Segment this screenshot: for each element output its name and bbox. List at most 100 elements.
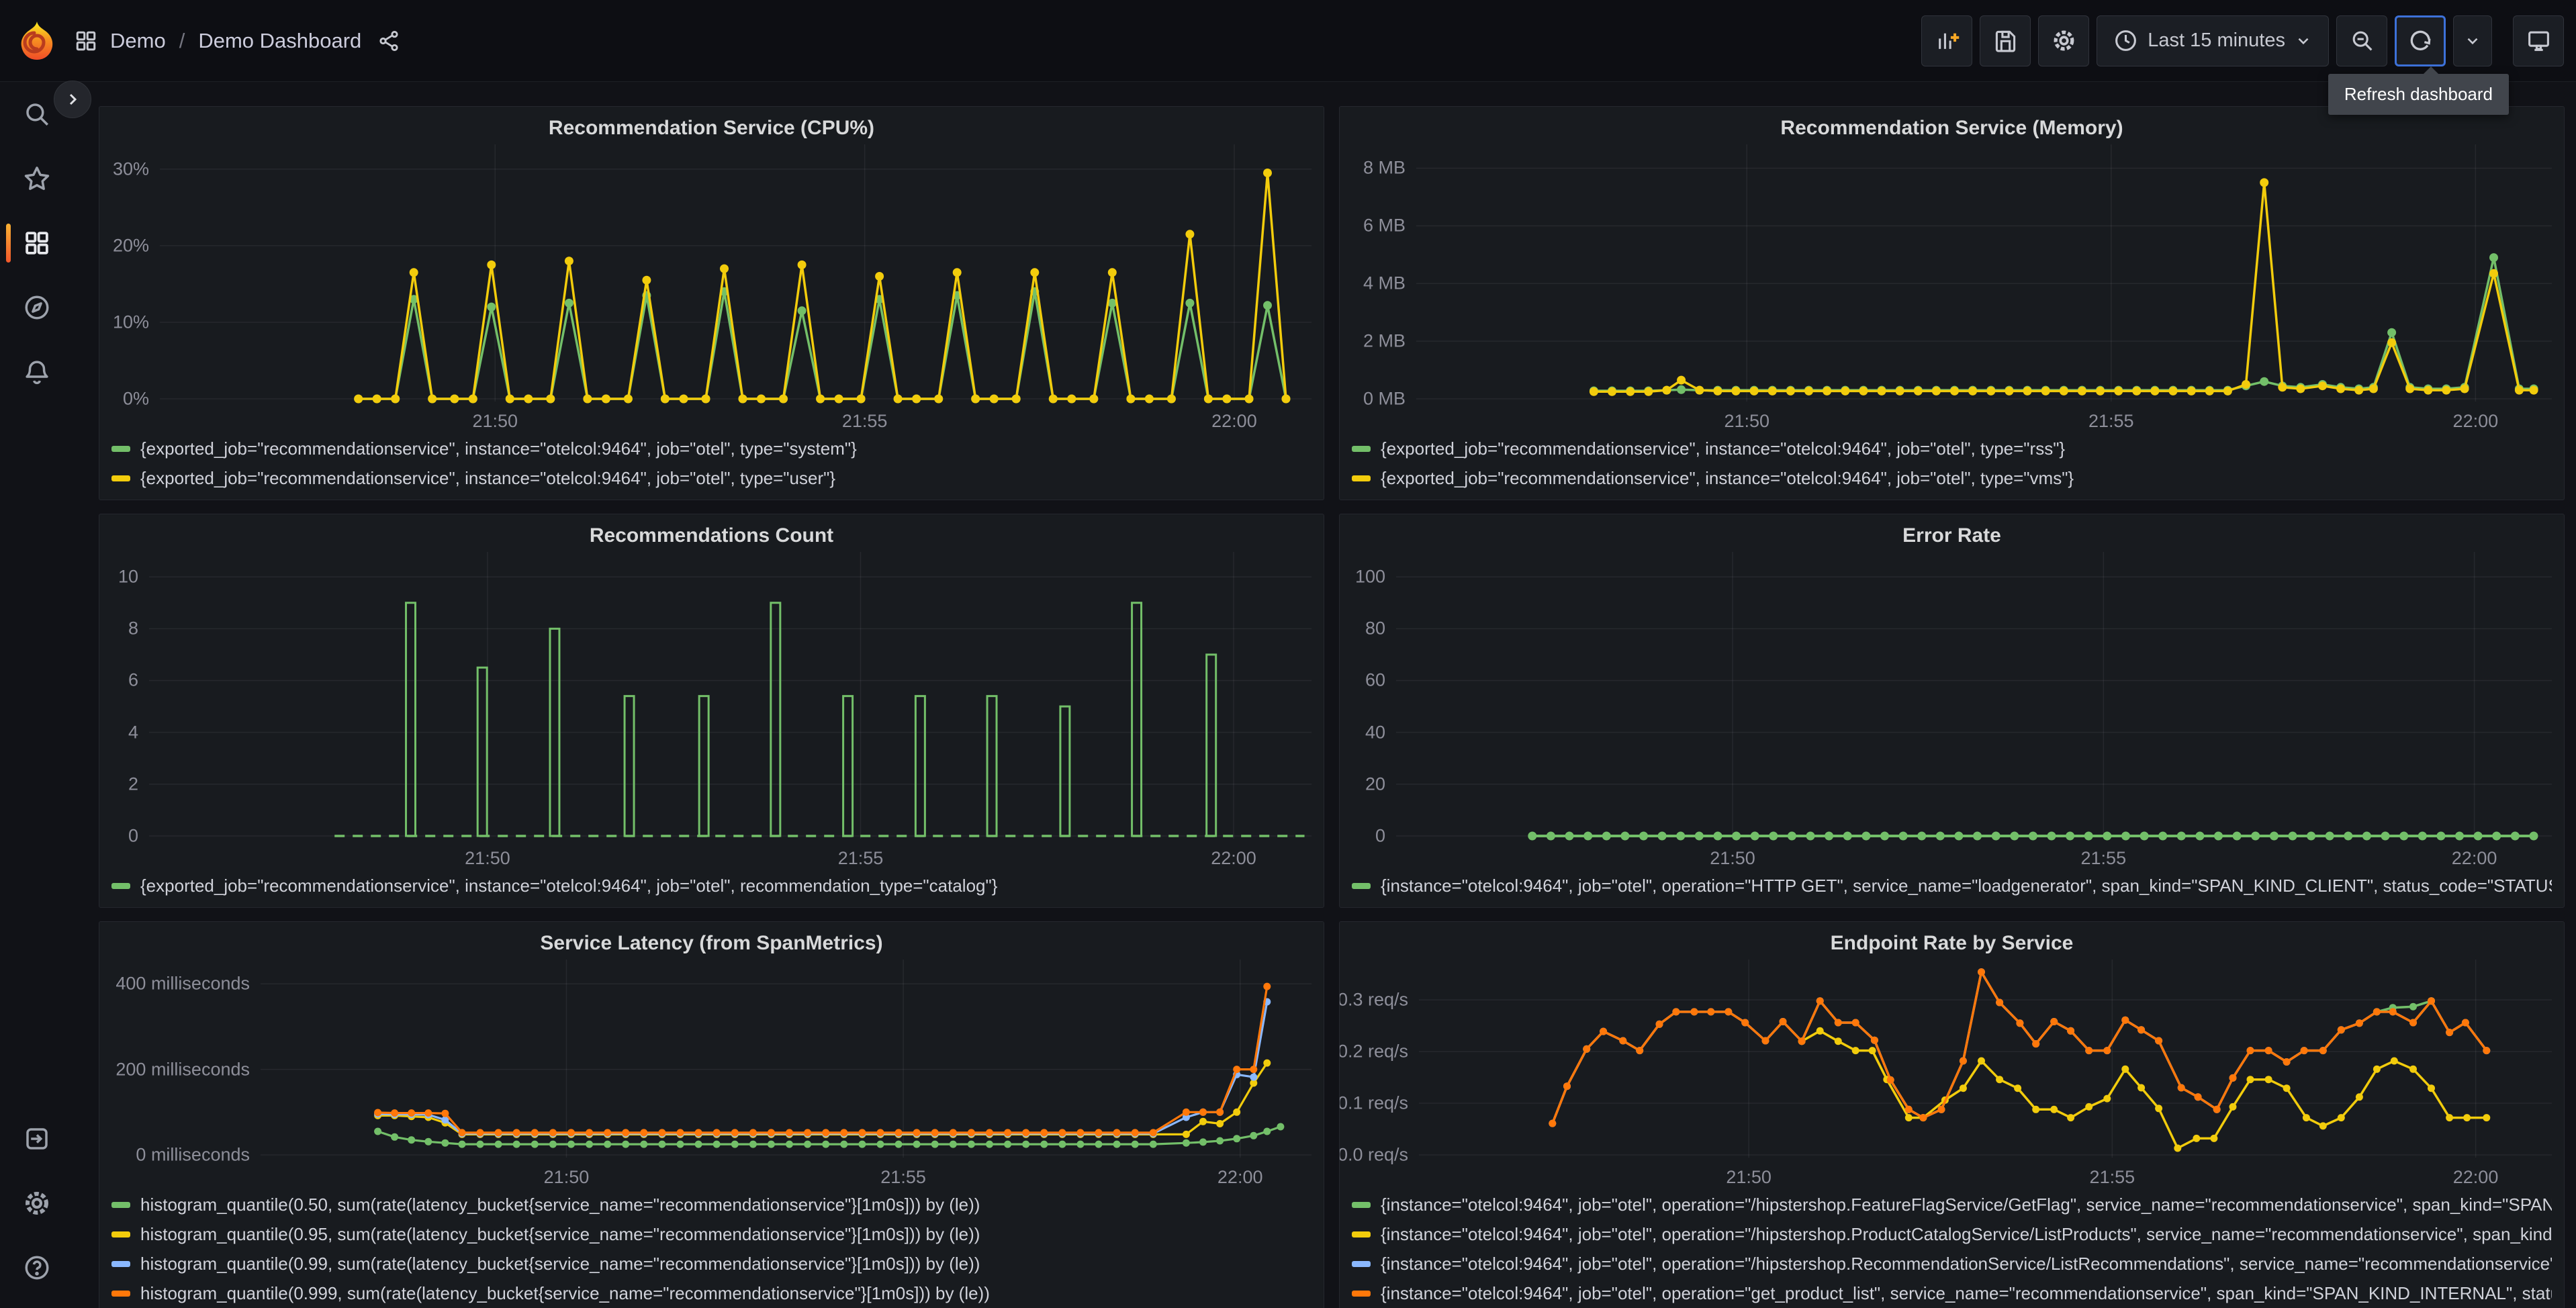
chart-plot[interactable]	[1416, 144, 2552, 406]
share-icon[interactable]	[377, 30, 400, 52]
y-tick-label: 20%	[112, 235, 149, 256]
legend-item[interactable]: {exported_job="recommendationservice", i…	[1352, 434, 2552, 463]
panel-body: 0 2 4 6 8 10 21:50 21:55 22:00	[111, 552, 1312, 868]
dashboard-toolbar: Last 15 minutes	[1921, 15, 2564, 66]
legend-label: {instance="otelcol:9464", job="otel", op…	[1381, 1194, 2552, 1215]
sidebar-item-configuration[interactable]	[0, 1171, 74, 1235]
x-axis: 21:50 21:55 22:00	[261, 1162, 1312, 1187]
legend-item[interactable]: histogram_quantile(0.99, sum(rate(latenc…	[111, 1249, 1312, 1278]
refresh-dashboard-button[interactable]	[2395, 15, 2446, 66]
panel-title: Recommendations Count	[589, 524, 834, 547]
dashboards-grid-icon	[76, 31, 96, 50]
dashboard-settings-button[interactable]	[2038, 15, 2090, 66]
legend-swatch	[1352, 1201, 1371, 1208]
chart-plot[interactable]	[261, 960, 1312, 1162]
cycle-view-mode-button[interactable]	[2513, 15, 2564, 66]
y-tick-label: 20	[1365, 774, 1385, 794]
sidebar-item-help[interactable]	[0, 1235, 74, 1300]
dashboard-panel-grid: Recommendation Service (CPU%) 0% 10% 20% 30…	[74, 82, 2576, 1308]
legend-swatch	[1352, 1260, 1371, 1267]
zoom-out-button[interactable]	[2336, 15, 2387, 66]
y-tick-label: 4 MB	[1363, 273, 1406, 293]
refresh-interval-dropdown[interactable]	[2453, 15, 2492, 66]
legend-item[interactable]: {instance="otelcol:9464", job="otel", op…	[1352, 1190, 2552, 1219]
help-icon	[25, 1256, 49, 1280]
legend-item[interactable]: {exported_job="recommendationservice", i…	[1352, 463, 2552, 493]
gear-icon	[2054, 30, 2074, 51]
panel-header[interactable]: Recommendations Count	[111, 520, 1312, 552]
x-axis: 21:50 21:55 22:00	[149, 843, 1312, 868]
legend-label: histogram_quantile(0.95, sum(rate(latenc…	[140, 1223, 980, 1244]
sidebar-item-sign-in[interactable]	[0, 1107, 74, 1171]
legend-item[interactable]: histogram_quantile(0.95, sum(rate(latenc…	[111, 1219, 1312, 1249]
legend-item[interactable]: {instance="otelcol:9464", job="otel", op…	[1352, 1249, 2552, 1278]
panel-title: Error Rate	[1902, 524, 2001, 547]
chart-plot[interactable]	[1419, 960, 2552, 1162]
panel-header[interactable]: Error Rate	[1352, 520, 2552, 552]
legend-swatch	[111, 1231, 130, 1237]
sidebar-item-alerting[interactable]	[0, 340, 74, 404]
breadcrumb-page-title[interactable]: Demo Dashboard	[198, 28, 362, 52]
legend-item[interactable]: {exported_job="recommendationservice", i…	[111, 871, 1312, 900]
legend-label: histogram_quantile(0.50, sum(rate(latenc…	[140, 1194, 980, 1215]
x-tick-label: 22:00	[2452, 1167, 2499, 1187]
sidebar-item-dashboards[interactable]	[0, 211, 74, 275]
add-panel-button[interactable]	[1921, 15, 1973, 66]
y-tick-label: 0.1 req/s	[1339, 1092, 1408, 1113]
x-axis: 21:50 21:55 22:00	[1416, 406, 2552, 431]
x-tick-label: 21:55	[2089, 1167, 2135, 1187]
refresh-icon	[2410, 30, 2430, 50]
legend: {exported_job="recommendationservice", i…	[1352, 431, 2552, 493]
y-tick-label: 0.3 req/s	[1339, 989, 1408, 1010]
y-tick-label: 40	[1365, 722, 1385, 743]
panel-body: 0% 10% 20% 30% 21:50 21:55 22:00	[111, 144, 1312, 431]
legend-item[interactable]: histogram_quantile(0.50, sum(rate(latenc…	[111, 1190, 1312, 1219]
legend-item[interactable]: {instance="otelcol:9464", job="otel", op…	[1352, 871, 2552, 900]
y-tick-label: 100	[1354, 566, 1385, 587]
y-tick-label: 0 MB	[1363, 388, 1406, 409]
chart-plot[interactable]	[1396, 552, 2552, 843]
legend-item[interactable]: {exported_job="recommendationservice", i…	[111, 463, 1312, 493]
y-tick-label: 80	[1365, 618, 1385, 639]
y-tick-label: 4	[128, 722, 138, 743]
chevron-down-icon	[2298, 38, 2309, 44]
x-tick-label: 21:55	[841, 411, 888, 431]
legend-swatch	[111, 475, 130, 481]
breadcrumb-section[interactable]: Demo	[110, 28, 166, 52]
sidebar-item-starred[interactable]	[0, 146, 74, 211]
legend-swatch	[111, 882, 130, 889]
y-tick-label: 0.2 req/s	[1339, 1041, 1408, 1062]
save-dashboard-button[interactable]	[1980, 15, 2031, 66]
panel-header[interactable]: Service Latency (from SpanMetrics)	[111, 927, 1312, 960]
grafana-logo[interactable]	[0, 19, 74, 62]
chart-plot[interactable]	[149, 552, 1312, 843]
expand-sidebar-button[interactable]	[54, 81, 91, 118]
x-tick-label: 21:55	[837, 848, 884, 868]
panel-3: Recommendations Count 0 2 4 6 8 10 21:50 21:55…	[99, 514, 1324, 908]
chart-plot[interactable]	[160, 144, 1312, 406]
y-tick-label: 2	[128, 774, 138, 794]
x-tick-label: 22:00	[1211, 848, 1256, 868]
y-axis: 0 MB 2 MB 4 MB 6 MB 8 MB	[1352, 144, 1416, 409]
x-axis: 21:50 21:55 22:00	[160, 406, 1312, 431]
y-tick-label: 8	[128, 618, 138, 639]
panel-header[interactable]: Endpoint Rate by Service	[1352, 927, 2552, 960]
legend-swatch	[111, 1290, 130, 1297]
x-tick-label: 21:50	[1724, 411, 1770, 431]
legend-item[interactable]: {instance="otelcol:9464", job="otel", op…	[1352, 1278, 2552, 1308]
sidebar-item-search[interactable]	[0, 82, 74, 146]
sidebar-item-explore[interactable]	[0, 275, 74, 340]
y-axis: 0% 10% 20% 30%	[111, 144, 160, 408]
y-tick-label: 400 milliseconds	[116, 973, 250, 994]
legend-item[interactable]: {instance="otelcol:9464", job="otel", op…	[1352, 1219, 2552, 1249]
legend-item[interactable]: {exported_job="recommendationservice", i…	[111, 434, 1312, 463]
bell-icon	[26, 361, 48, 385]
x-axis: 21:50 21:55 22:00	[1419, 1162, 2552, 1187]
panel-header[interactable]: Recommendation Service (Memory)	[1352, 112, 2552, 144]
save-icon	[1995, 30, 2015, 52]
panel-header[interactable]: Recommendation Service (CPU%)	[111, 112, 1312, 144]
legend-item[interactable]: histogram_quantile(0.999, sum(rate(laten…	[111, 1278, 1312, 1308]
legend-swatch	[1352, 445, 1371, 452]
time-range-picker[interactable]: Last 15 minutes	[2097, 15, 2329, 66]
x-tick-label: 22:00	[2451, 848, 2497, 868]
